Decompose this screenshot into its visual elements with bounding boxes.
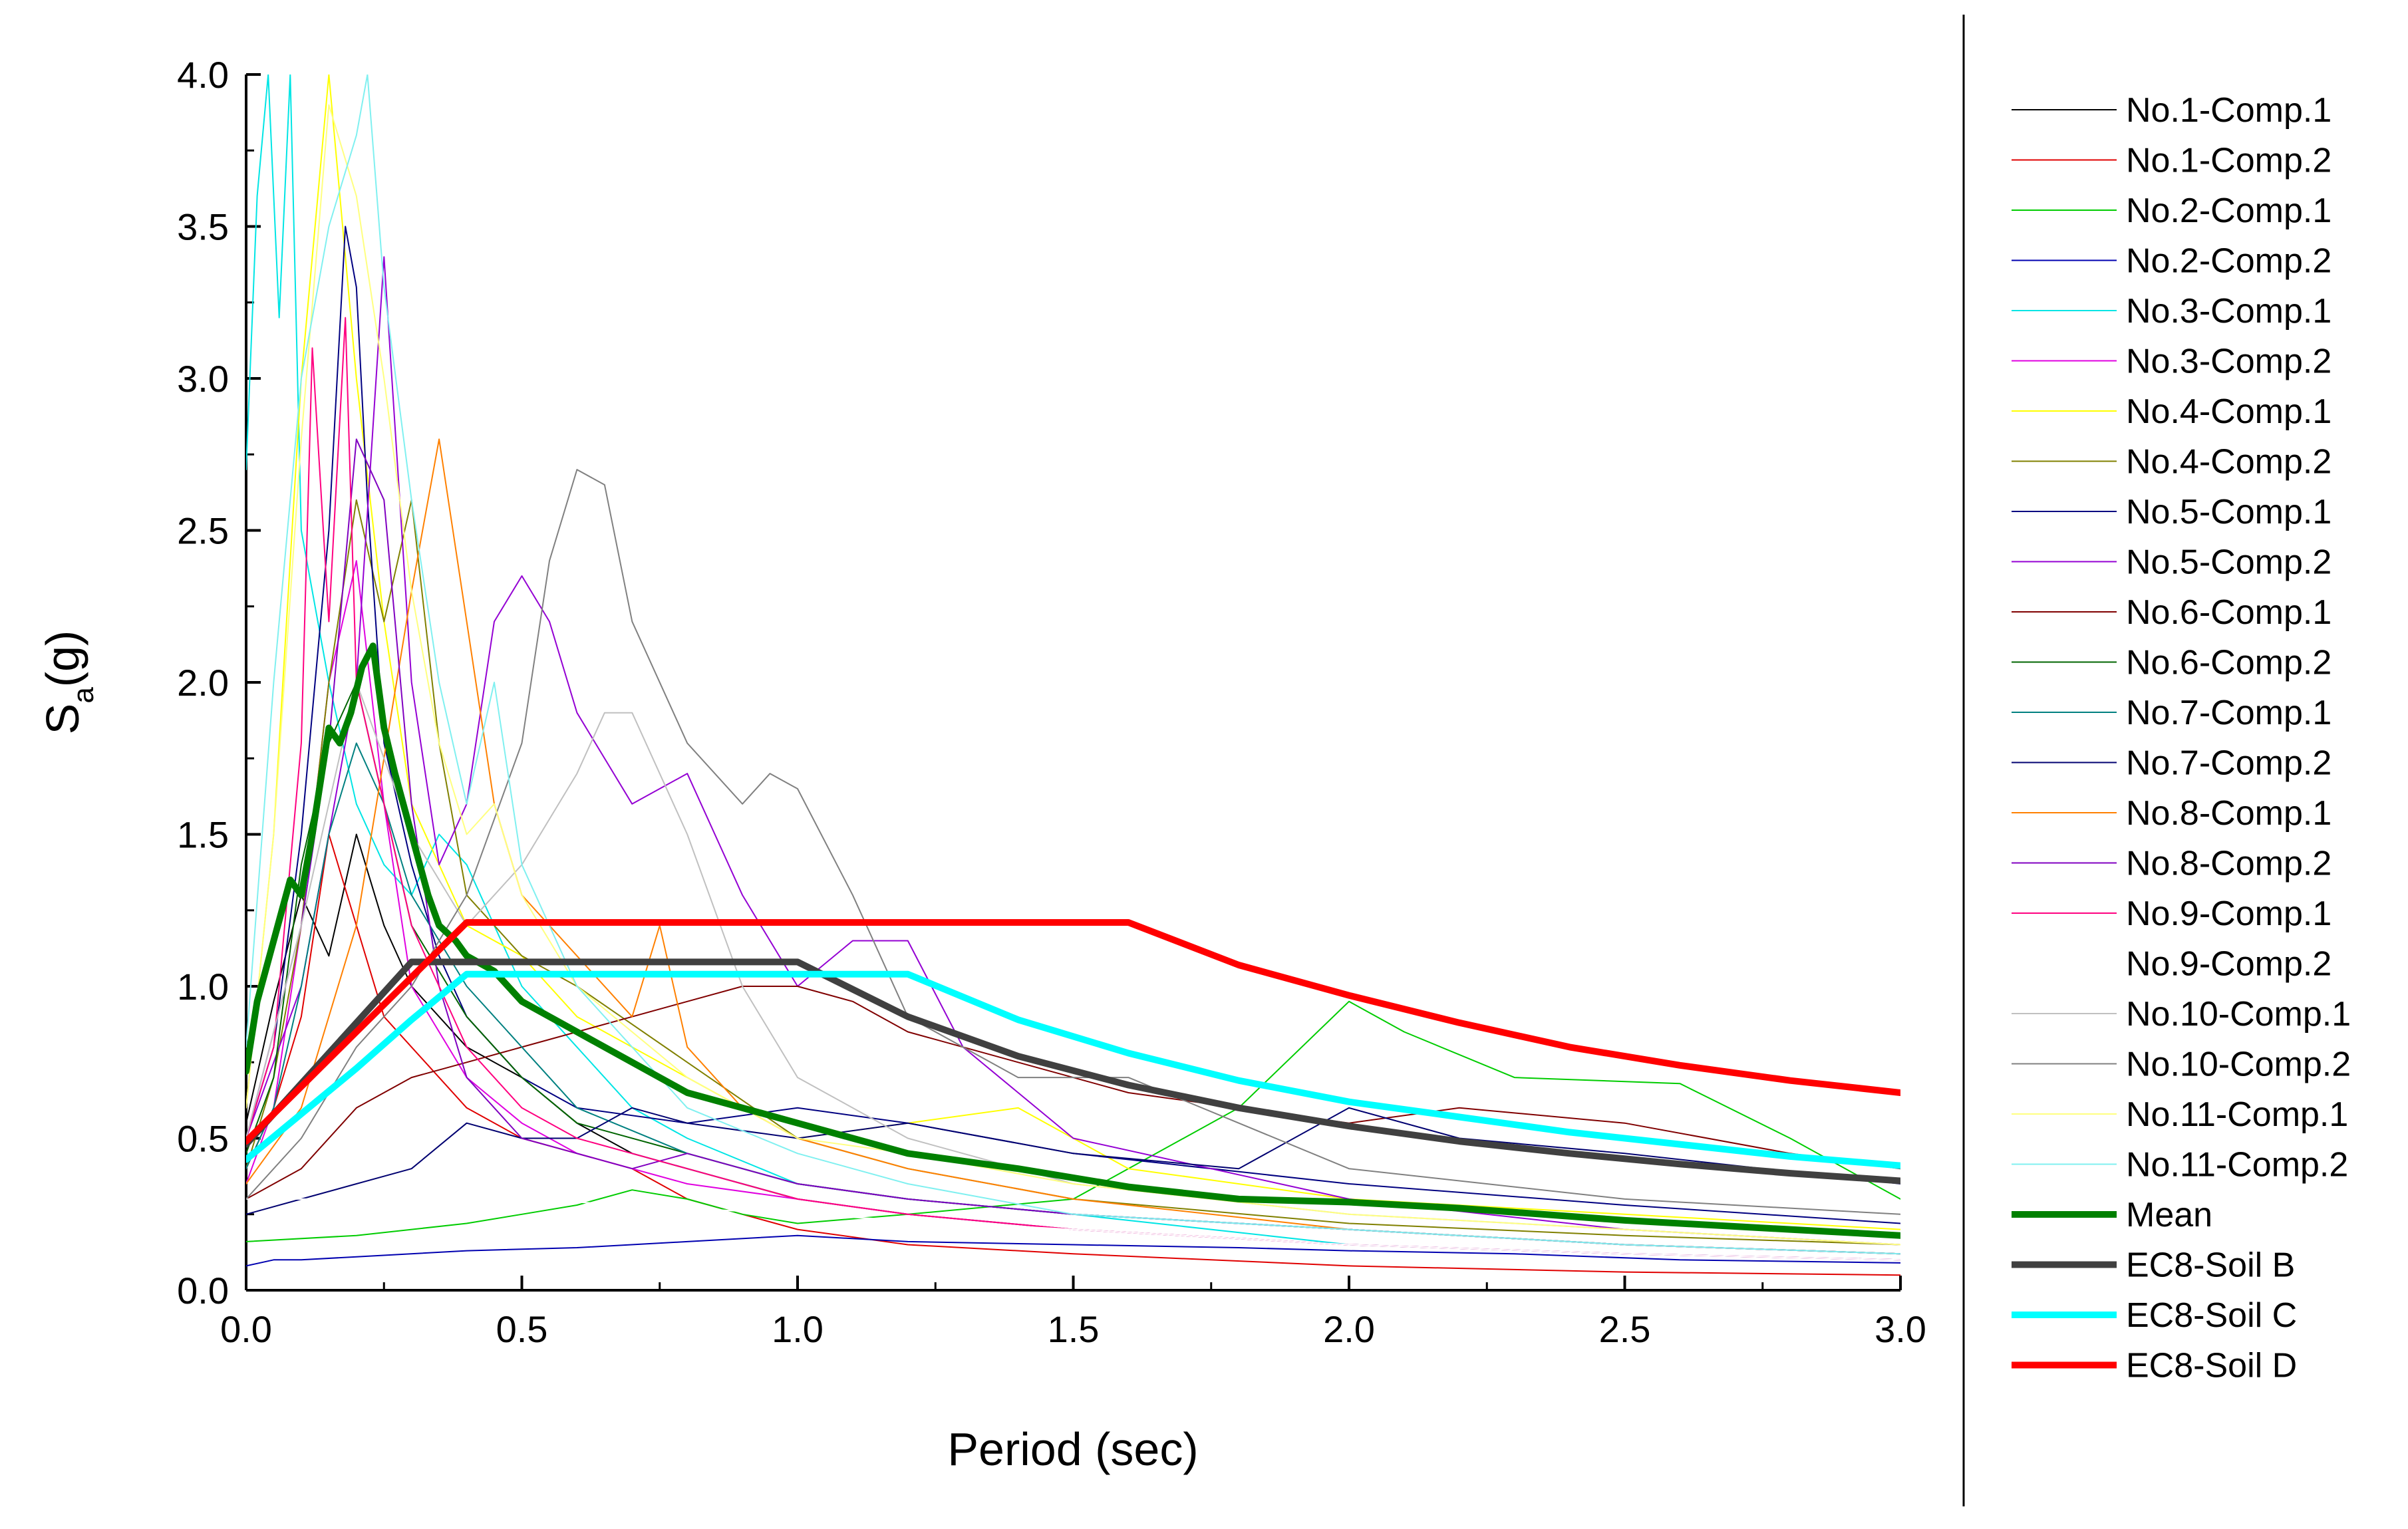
legend-item: No.6-Comp.1 [2012, 593, 2332, 632]
legend-label: No.10-Comp.2 [2126, 1045, 2351, 1084]
series-line-ec8-soil-d [246, 919, 1900, 1145]
x-axis-title: Period (sec) [947, 1423, 1198, 1475]
y-tick-label: 2.5 [177, 510, 229, 552]
series-line-no-11-comp-2 [246, 74, 1900, 1255]
series-line-no-4-comp-1 [246, 74, 1900, 1230]
series-line-no-3-comp-2 [246, 560, 1900, 1261]
series-line-ec8-soil-c [246, 970, 1900, 1169]
legend-label: No.10-Comp.1 [2126, 995, 2351, 1034]
legend-label: EC8-Soil C [2126, 1296, 2297, 1335]
x-axis-ticks: 0.0 0.5 1.0 1.5 2.0 2.5 3.0 [220, 1276, 1926, 1350]
legend-item: No.1-Comp.2 [2012, 142, 2332, 180]
legend-item: No.8-Comp.1 [2012, 794, 2332, 833]
legend-item: No.7-Comp.1 [2012, 694, 2332, 732]
legend-label: No.7-Comp.1 [2126, 694, 2332, 732]
legend-item: No.3-Comp.2 [2012, 343, 2332, 381]
legend-item: No.1-Comp.1 [2012, 91, 2332, 130]
y-tick-label: 3.0 [177, 358, 229, 400]
legend-label: No.4-Comp.1 [2126, 392, 2332, 431]
legend-item: No.6-Comp.2 [2012, 644, 2332, 682]
y-axis-title-tail: (g) [37, 630, 88, 688]
series-line-no-6-comp-1 [246, 986, 1900, 1200]
legend-item: No.9-Comp.2 [2012, 945, 2332, 984]
legend-label: No.3-Comp.1 [2126, 292, 2332, 331]
series-line-mean [246, 642, 1900, 1239]
legend-label: No.4-Comp.2 [2126, 443, 2332, 482]
series-line-no-8-comp-2 [246, 438, 1900, 1255]
x-tick-label: 1.5 [1048, 1308, 1100, 1350]
legend-label: No.7-Comp.2 [2126, 744, 2332, 783]
legend-label: No.6-Comp.1 [2126, 593, 2332, 632]
legend-item: No.10-Comp.1 [2012, 995, 2351, 1034]
series-line-no-4-comp-2 [246, 499, 1900, 1246]
series-line-no-2-comp-2 [246, 1234, 1900, 1267]
x-tick-label: 0.0 [220, 1308, 272, 1350]
legend-label: No.8-Comp.1 [2126, 794, 2332, 833]
legend-label: No.2-Comp.1 [2126, 192, 2332, 230]
y-axis-title-sub: a [67, 687, 100, 704]
legend-item: No.2-Comp.2 [2012, 242, 2332, 281]
series-line-no-5-comp-2 [246, 256, 1900, 1246]
series-line-no-2-comp-1 [246, 1000, 1900, 1242]
x-tick-label: 2.5 [1599, 1308, 1651, 1350]
legend-item: EC8-Soil B [2012, 1246, 2295, 1285]
legend-item: No.5-Comp.1 [2012, 493, 2332, 531]
legend-label: No.1-Comp.1 [2126, 91, 2332, 130]
legend-item: No.7-Comp.2 [2012, 744, 2332, 783]
legend-item: No.2-Comp.1 [2012, 192, 2332, 230]
legend-label: EC8-Soil B [2126, 1246, 2295, 1285]
y-tick-label: 0.0 [177, 1270, 229, 1312]
legend-label: EC8-Soil D [2126, 1347, 2297, 1385]
x-tick-label: 2.0 [1323, 1308, 1375, 1350]
series-line-no-8-comp-1 [246, 438, 1900, 1255]
y-axis-ticks: 0.0 0.5 1.0 1.5 2.0 2.5 3.0 3.5 4.0 [177, 54, 261, 1312]
legend-label: No.9-Comp.1 [2126, 895, 2332, 933]
series-line-no-9-comp-1 [246, 317, 1900, 1261]
y-axis-title-main: S [37, 704, 88, 735]
legend-item: Mean [2012, 1196, 2212, 1234]
legend-item: EC8-Soil D [2012, 1347, 2297, 1385]
legend-label: No.8-Comp.2 [2126, 845, 2332, 883]
series-line-no-10-comp-2 [246, 469, 1900, 1215]
legend-label: Mean [2126, 1196, 2212, 1234]
legend-item: No.3-Comp.1 [2012, 292, 2332, 331]
x-tick-label: 0.5 [496, 1308, 548, 1350]
svg-text:Sa(g): Sa(g) [37, 630, 100, 735]
legend: No.1-Comp.1 No.1-Comp.2 No.2-Comp.1 No.2-Co… [2012, 91, 2351, 1385]
y-tick-label: 4.0 [177, 54, 229, 96]
series-line-no-7-comp-2 [246, 1107, 1900, 1215]
series-line-no-9-comp-2 [246, 1198, 1900, 1261]
legend-label: No.11-Comp.1 [2126, 1095, 2348, 1134]
y-axis-title: Sa(g) [37, 630, 100, 735]
legend-label: No.1-Comp.2 [2126, 142, 2332, 180]
legend-item: No.9-Comp.1 [2012, 895, 2332, 933]
x-tick-label: 3.0 [1875, 1308, 1926, 1350]
legend-label: No.11-Comp.2 [2126, 1146, 2348, 1184]
legend-label: No.5-Comp.1 [2126, 493, 2332, 531]
legend-item: No.4-Comp.2 [2012, 443, 2332, 482]
legend-label: No.9-Comp.2 [2126, 945, 2332, 984]
legend-label: No.2-Comp.2 [2126, 242, 2332, 281]
legend-item: No.8-Comp.2 [2012, 845, 2332, 883]
series-layer [246, 74, 1900, 1276]
legend-item: No.4-Comp.1 [2012, 392, 2332, 431]
legend-item: No.10-Comp.2 [2012, 1045, 2351, 1084]
series-line-ec8-soil-b [246, 958, 1900, 1184]
legend-label: No.3-Comp.2 [2126, 343, 2332, 381]
y-tick-label: 0.5 [177, 1118, 229, 1160]
legend-item: No.11-Comp.2 [2012, 1146, 2348, 1184]
legend-label: No.6-Comp.2 [2126, 644, 2332, 682]
y-tick-label: 1.5 [177, 814, 229, 856]
legend-item: EC8-Soil C [2012, 1296, 2297, 1335]
series-line-no-11-comp-1 [246, 104, 1900, 1246]
legend-label: No.5-Comp.2 [2126, 543, 2332, 582]
x-tick-label: 1.0 [772, 1308, 824, 1350]
y-tick-label: 2.0 [177, 662, 229, 704]
legend-item: No.11-Comp.1 [2012, 1095, 2348, 1134]
legend-item: No.5-Comp.2 [2012, 543, 2332, 582]
y-tick-label: 3.5 [177, 206, 229, 248]
y-tick-label: 1.0 [177, 966, 229, 1008]
